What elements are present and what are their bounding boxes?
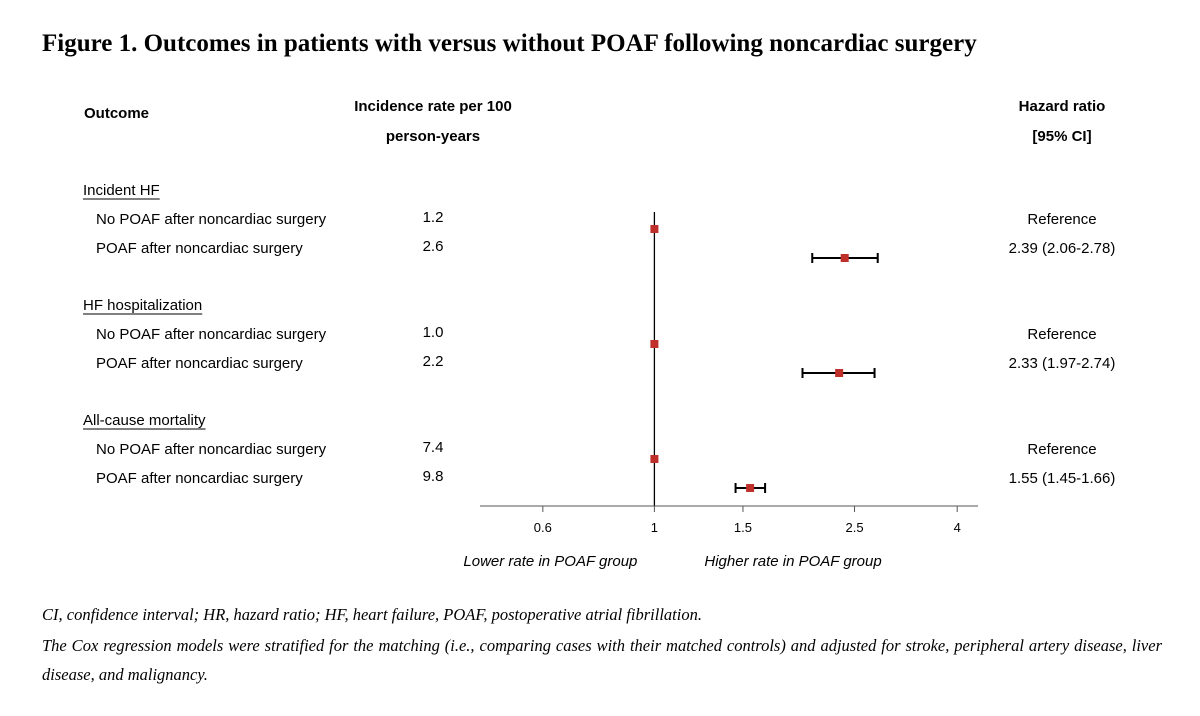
- header-outcome: Outcome: [84, 105, 149, 122]
- row-label: POAF after noncardiac surgery: [96, 240, 303, 257]
- direction-label-left: Lower rate in POAF group: [463, 553, 637, 570]
- hazard-ratio-text: Reference: [1027, 441, 1096, 458]
- hazard-ratio-text: 2.39 (2.06-2.78): [1009, 240, 1116, 257]
- x-tick-label: 0.6: [534, 520, 552, 535]
- incidence-value: 2.2: [423, 353, 444, 370]
- incidence-value: 9.8: [423, 468, 444, 485]
- hazard-ratio-text: 1.55 (1.45-1.66): [1009, 470, 1116, 487]
- direction-label-right: Higher rate in POAF group: [704, 553, 881, 570]
- point-estimate: [746, 484, 755, 492]
- forest-plot: Outcome Incidence rate per 100 person-ye…: [83, 98, 1116, 570]
- x-tick-label: 1.5: [734, 520, 752, 535]
- header-incidence-line2: person-years: [386, 128, 480, 145]
- point-estimate: [650, 455, 659, 463]
- row-label: No POAF after noncardiac surgery: [96, 211, 327, 228]
- header-hazard-ratio-line1: Hazard ratio: [1019, 98, 1106, 115]
- incidence-value: 7.4: [423, 439, 444, 456]
- incidence-value: 1.2: [423, 209, 444, 226]
- group-label: HF hospitalization: [83, 297, 202, 314]
- incidence-value: 1.0: [423, 324, 444, 341]
- hazard-ratio-text: Reference: [1027, 211, 1096, 228]
- point-estimate: [650, 340, 659, 348]
- footnote-methods: The Cox regression models were stratifie…: [42, 636, 1162, 684]
- row-label: No POAF after noncardiac surgery: [96, 441, 327, 458]
- incidence-value: 2.6: [423, 238, 444, 255]
- point-estimate: [835, 369, 844, 377]
- point-estimate: [650, 225, 659, 233]
- header-incidence-line1: Incidence rate per 100: [354, 98, 512, 115]
- group-label: All-cause mortality: [83, 412, 206, 429]
- row-label: POAF after noncardiac surgery: [96, 355, 303, 372]
- figure-title: Figure 1. Outcomes in patients with vers…: [42, 30, 977, 57]
- footnote-abbreviations: CI, confidence interval; HR, hazard rati…: [42, 605, 702, 624]
- hazard-ratio-text: Reference: [1027, 326, 1096, 343]
- row-label: POAF after noncardiac surgery: [96, 470, 303, 487]
- x-tick-label: 2.5: [845, 520, 863, 535]
- x-tick-label: 1: [651, 520, 658, 535]
- point-estimate: [840, 254, 849, 262]
- row-label: No POAF after noncardiac surgery: [96, 326, 327, 343]
- header-hazard-ratio-line2: [95% CI]: [1032, 128, 1091, 145]
- hazard-ratio-text: 2.33 (1.97-2.74): [1009, 355, 1116, 372]
- group-label: Incident HF: [83, 182, 160, 199]
- x-tick-label: 4: [954, 520, 961, 535]
